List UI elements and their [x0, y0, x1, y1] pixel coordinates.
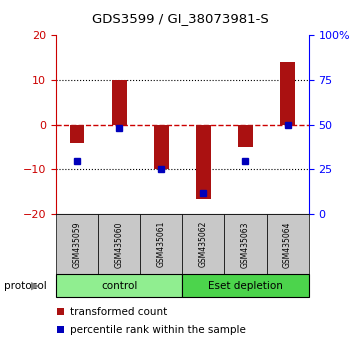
Text: GSM435064: GSM435064: [283, 221, 292, 268]
Text: GDS3599 / GI_38073981-S: GDS3599 / GI_38073981-S: [92, 12, 269, 25]
Bar: [98, 214, 140, 274]
Text: GSM435061: GSM435061: [157, 221, 166, 268]
Bar: [154, 125, 169, 170]
Text: GSM435060: GSM435060: [115, 221, 123, 268]
Text: transformed count: transformed count: [70, 307, 167, 316]
Bar: [182, 214, 225, 274]
Text: percentile rank within the sample: percentile rank within the sample: [70, 325, 245, 335]
Bar: [70, 125, 84, 143]
Text: GSM435063: GSM435063: [241, 221, 250, 268]
Bar: [140, 214, 182, 274]
Bar: [196, 125, 211, 199]
Bar: [280, 62, 295, 125]
Bar: [56, 214, 98, 274]
Bar: [112, 80, 126, 125]
Text: control: control: [101, 281, 137, 291]
Text: GSM435059: GSM435059: [73, 221, 82, 268]
Bar: [225, 214, 266, 274]
Bar: [238, 125, 253, 147]
Text: protocol: protocol: [4, 281, 46, 291]
Bar: [56, 274, 182, 297]
Bar: [57, 308, 64, 315]
Bar: [266, 214, 309, 274]
Text: Eset depletion: Eset depletion: [208, 281, 283, 291]
Bar: [182, 274, 309, 297]
Text: GSM435062: GSM435062: [199, 221, 208, 268]
Bar: [57, 326, 64, 333]
Text: ▶: ▶: [31, 281, 39, 291]
